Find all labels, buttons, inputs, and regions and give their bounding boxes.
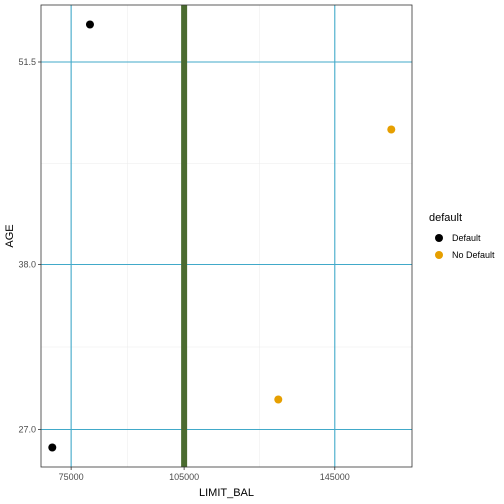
x-tick-label: 75000 xyxy=(59,472,84,482)
legend-title: default xyxy=(429,212,462,224)
y-tick-label: 38.0 xyxy=(18,260,36,270)
y-axis-title: AGE xyxy=(4,224,16,247)
y-axis-ticks: 27.0 38.0 51.5 xyxy=(18,57,41,435)
legend-key xyxy=(435,251,443,259)
y-tick-label: 51.5 xyxy=(18,57,36,67)
x-axis-ticks: 75000 105000 145000 xyxy=(59,467,350,482)
plot-border xyxy=(40,4,413,468)
data-point xyxy=(274,395,283,404)
data-point xyxy=(85,20,94,29)
legend-key xyxy=(435,234,443,242)
data-point xyxy=(387,125,396,134)
data-point xyxy=(48,443,57,452)
x-axis-title: LIMIT_BAL xyxy=(199,487,254,499)
legend-label: No Default xyxy=(452,250,495,260)
points-layer xyxy=(48,20,396,452)
minor-grid xyxy=(41,5,412,467)
legend-label: Default xyxy=(452,233,481,243)
x-tick-label: 145000 xyxy=(320,472,350,482)
legend: default Default No Default xyxy=(429,212,495,260)
plot-panel xyxy=(41,5,412,467)
x-tick-label: 105000 xyxy=(169,472,199,482)
y-tick-label: 27.0 xyxy=(18,425,36,435)
